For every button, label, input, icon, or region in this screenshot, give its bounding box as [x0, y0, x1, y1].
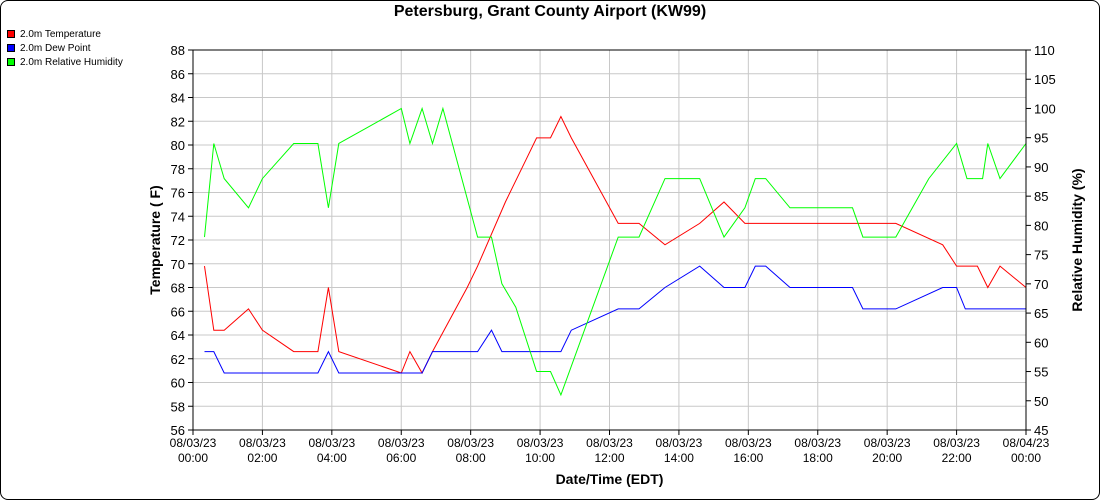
left-tick-label: 84 — [171, 91, 185, 106]
x-tick-label-date: 08/03/23 — [170, 436, 217, 450]
left-tick-label: 86 — [171, 67, 185, 82]
x-tick-label-date: 08/03/23 — [586, 436, 633, 450]
left-tick-label: 64 — [171, 328, 185, 343]
x-axis-label: Date/Time (EDT) — [556, 471, 664, 487]
left-tick-label: 60 — [171, 376, 185, 391]
x-tick-label-time: 12:00 — [594, 451, 624, 465]
legend-label-relative-humidity: 2.0m Relative Humidity — [20, 56, 123, 68]
x-tick-label-time: 10:00 — [525, 451, 555, 465]
right-axis-ticks: 45 50 55 60 65 70 75 80 85 90 95 100 105 110 — [1026, 43, 1056, 438]
legend-swatch-dew-point — [7, 44, 15, 52]
right-tick-label: 80 — [1034, 218, 1048, 233]
left-tick-label: 62 — [171, 352, 185, 367]
right-tick-label: 85 — [1034, 189, 1048, 204]
right-tick-label: 60 — [1034, 335, 1048, 350]
right-tick-label: 90 — [1034, 160, 1048, 175]
right-tick-label: 45 — [1034, 423, 1048, 438]
left-tick-label: 58 — [171, 399, 185, 414]
x-tick-label-date: 08/03/23 — [447, 436, 494, 450]
chart-title: Petersburg, Grant County Airport (KW99) — [393, 3, 707, 20]
left-tick-label: 56 — [171, 423, 185, 438]
left-tick-label: 74 — [171, 209, 185, 224]
series-line-temperature — [204, 115, 1027, 375]
series-layer — [204, 106, 1027, 397]
x-tick-label-date: 08/03/23 — [725, 436, 772, 450]
left-tick-label: 66 — [171, 304, 185, 319]
right-tick-label: 50 — [1034, 394, 1048, 409]
y-axis-label-left: Temperature ( F) — [147, 185, 163, 294]
x-tick-label-date: 08/03/23 — [794, 436, 841, 450]
right-tick-label: 100 — [1034, 101, 1056, 116]
x-tick-label-time: 18:00 — [803, 451, 833, 465]
left-tick-label: 88 — [171, 43, 185, 58]
x-tick-label-date: 08/03/23 — [308, 436, 355, 450]
right-tick-label: 55 — [1034, 365, 1048, 380]
x-tick-label-time: 02:00 — [247, 451, 277, 465]
series-line-relative-humidity — [204, 106, 1027, 397]
x-tick-label-date: 08/03/23 — [933, 436, 980, 450]
x-tick-label-date: 08/03/23 — [378, 436, 425, 450]
left-tick-label: 82 — [171, 114, 185, 129]
legend-label-dew-point: 2.0m Dew Point — [20, 42, 91, 54]
legend-item-relative-humidity: 2.0m Relative Humidity — [7, 55, 123, 69]
right-tick-label: 110 — [1034, 43, 1055, 58]
legend-swatch-relative-humidity — [7, 58, 15, 66]
x-tick-label-time: 08:00 — [456, 451, 486, 465]
right-tick-label: 65 — [1034, 306, 1048, 321]
x-tick-label-time: 00:00 — [178, 451, 208, 465]
y-axis-label-right: Relative Humidity (%) — [1069, 168, 1085, 311]
left-tick-label: 70 — [171, 257, 185, 272]
x-tick-label-time: 04:00 — [317, 451, 347, 465]
legend-swatch-temperature — [7, 30, 15, 38]
x-tick-label-date: 08/03/23 — [656, 436, 703, 450]
right-tick-label: 105 — [1034, 72, 1056, 87]
right-tick-label: 75 — [1034, 248, 1048, 263]
x-tick-label-date: 08/04/23 — [1003, 436, 1050, 450]
x-tick-label-time: 16:00 — [733, 451, 763, 465]
series-line-dew-point — [204, 265, 1026, 374]
x-tick-label-date: 08/03/23 — [239, 436, 286, 450]
x-tick-label-time: 22:00 — [942, 451, 972, 465]
legend-label-temperature: 2.0m Temperature — [20, 28, 101, 40]
left-tick-label: 72 — [171, 233, 185, 248]
x-tick-label-time: 00:00 — [1011, 451, 1041, 465]
x-axis-ticks: 08/03/2300:0008/03/2302:0008/03/2304:000… — [170, 430, 1050, 465]
x-tick-label-time: 06:00 — [386, 451, 416, 465]
x-tick-label-time: 14:00 — [664, 451, 694, 465]
legend-item-temperature: 2.0m Temperature — [7, 27, 123, 41]
x-tick-label-time: 20:00 — [872, 451, 902, 465]
right-tick-label: 95 — [1034, 131, 1048, 146]
left-tick-label: 76 — [171, 186, 185, 201]
left-tick-label: 78 — [171, 162, 185, 177]
right-tick-label: 70 — [1034, 277, 1048, 292]
x-tick-label-date: 08/03/23 — [864, 436, 911, 450]
left-tick-label: 80 — [171, 138, 185, 153]
left-tick-label: 68 — [171, 281, 185, 296]
legend: 2.0m Temperature 2.0m Dew Point 2.0m Rel… — [7, 27, 123, 69]
x-tick-label-date: 08/03/23 — [517, 436, 564, 450]
left-axis-ticks: 56 58 60 62 64 66 68 70 72 74 76 78 80 82 84 86 88 — [171, 43, 193, 438]
legend-item-dew-point: 2.0m Dew Point — [7, 41, 123, 55]
